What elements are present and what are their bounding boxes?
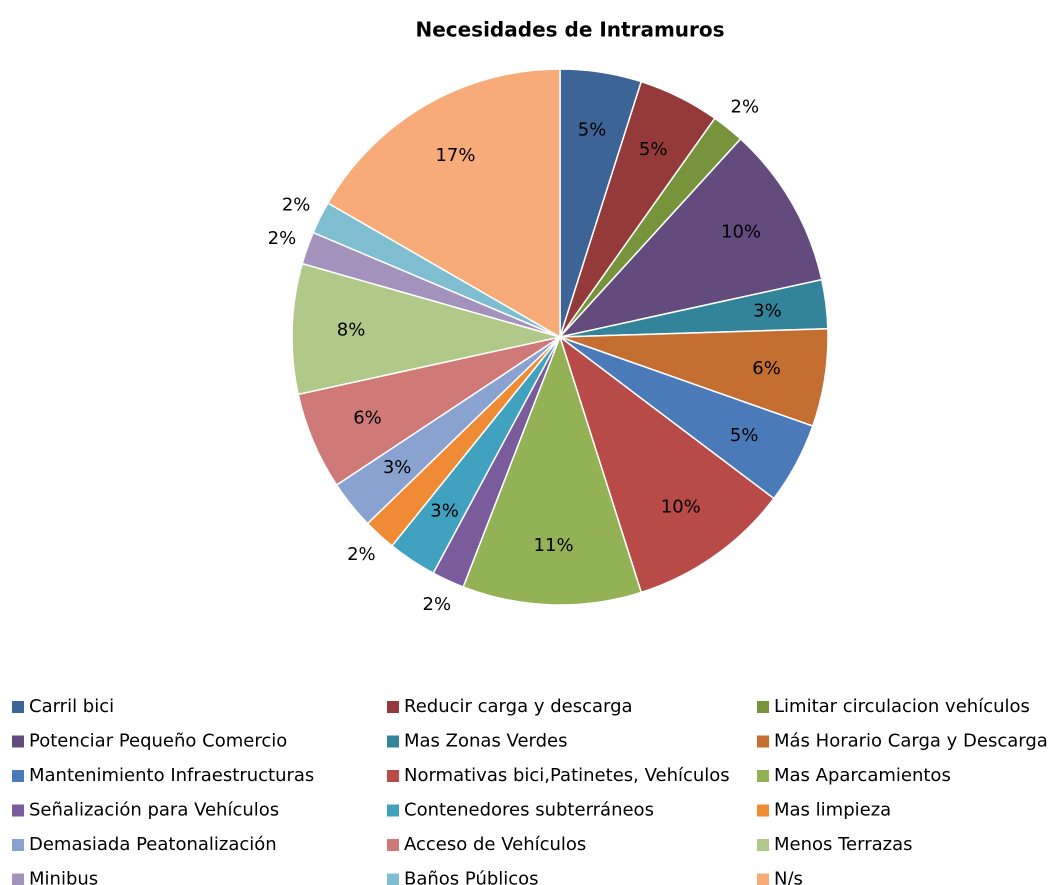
data-label: 11%: [534, 535, 574, 556]
legend-label: Demasiada Peatonalización: [29, 834, 277, 855]
data-label: 2%: [282, 195, 311, 216]
data-label: 2%: [731, 96, 760, 117]
legend-label: Normativas bici,Patinetes, Vehículos: [404, 765, 730, 786]
legend-swatch: [387, 735, 399, 748]
legend-swatch: [757, 735, 769, 748]
data-label: 2%: [423, 594, 452, 615]
legend-swatch: [387, 873, 399, 885]
data-label: 3%: [753, 300, 782, 321]
legend-label: Reducir carga y descarga: [404, 696, 633, 717]
legend-swatch: [757, 873, 769, 885]
legend-label: Potenciar Pequeño Comercio: [29, 731, 287, 752]
data-label: 8%: [337, 320, 366, 341]
legend-label: Mas Aparcamientos: [774, 765, 951, 786]
legend-label: Limitar circulacion vehículos: [774, 696, 1030, 717]
pie-slice: [326, 68, 561, 339]
legend-label: Minibus: [29, 869, 98, 885]
data-label: 6%: [353, 407, 382, 428]
pie-slice: [558, 334, 775, 594]
data-label: 6%: [752, 358, 781, 379]
legend-label: Carril bici: [29, 696, 114, 717]
legend-label: Baños Públicos: [404, 869, 539, 885]
legend-label: Mas Zonas Verdes: [404, 731, 568, 752]
legend-swatch: [12, 873, 24, 885]
data-label: 10%: [721, 221, 761, 242]
legend-label: Menos Terrazas: [774, 834, 913, 855]
pie-slice: [291, 262, 561, 396]
legend-swatch: [387, 770, 399, 782]
data-label: 10%: [661, 497, 701, 518]
legend-label: Más Horario Carga y Descarga: [774, 731, 1048, 752]
legend-swatch: [12, 839, 24, 851]
legend-swatch: [387, 701, 399, 713]
legend-swatch: [757, 701, 769, 713]
pie-slice: [557, 137, 823, 339]
legend-swatch: [387, 804, 399, 817]
legend-swatch: [757, 804, 769, 817]
data-label: 3%: [383, 457, 412, 478]
legend-label: Mantenimiento Infraestructuras: [29, 765, 314, 786]
legend-swatch: [757, 770, 769, 782]
data-label: 5%: [639, 139, 668, 160]
data-label: 2%: [347, 544, 376, 565]
data-label: 2%: [268, 228, 297, 249]
data-label: 5%: [578, 119, 607, 140]
data-label: 5%: [730, 425, 759, 446]
legend-label: Contenedores subterráneos: [404, 800, 654, 821]
legend-swatch: [757, 839, 769, 851]
legend-label: Acceso de Vehículos: [404, 834, 586, 855]
legend-label: Mas limpieza: [774, 800, 891, 821]
legend-label: N/s: [774, 869, 803, 885]
legend-swatch: [387, 839, 399, 851]
legend-swatch: [12, 804, 24, 817]
legend-label: Señalización para Vehículos: [29, 800, 279, 821]
pie-slice: [462, 334, 643, 606]
legend-swatch: [12, 770, 24, 782]
data-label: 17%: [435, 145, 475, 166]
chart-title: Necesidades de Intramuros: [415, 18, 724, 42]
data-label: 3%: [430, 500, 459, 521]
legend-swatch: [12, 735, 24, 748]
legend-swatch: [12, 701, 24, 713]
